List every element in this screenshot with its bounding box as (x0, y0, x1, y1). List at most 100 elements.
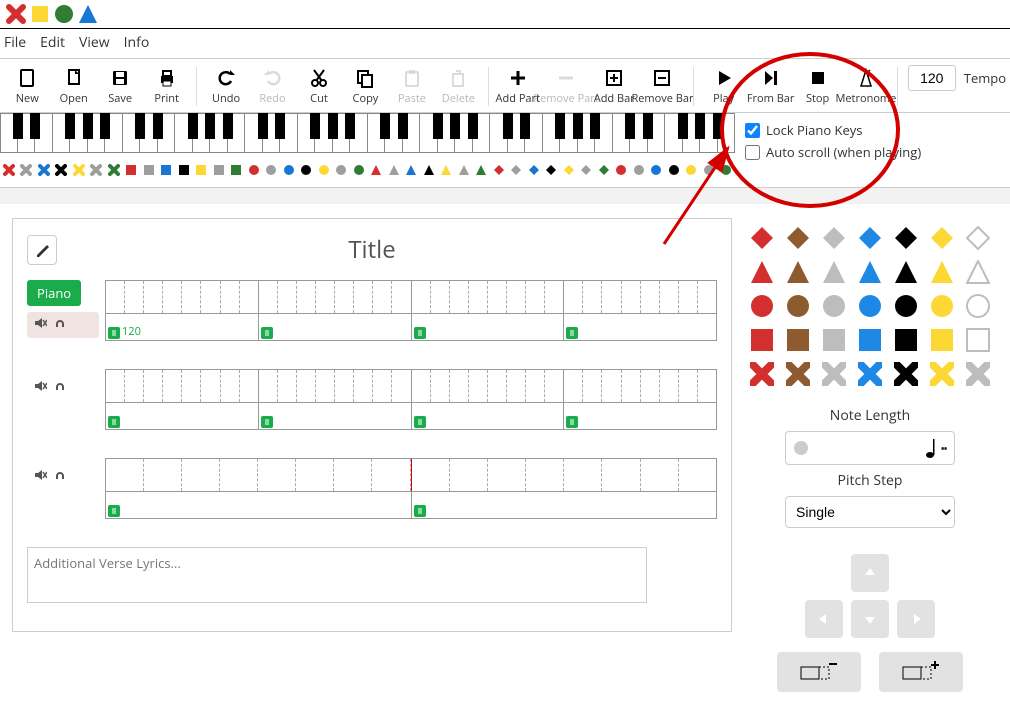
lock-keys-option[interactable]: Lock Piano Keys (745, 121, 921, 139)
bar[interactable] (259, 370, 412, 402)
print-button[interactable]: Print (143, 65, 189, 108)
note-length-head-icon (794, 441, 808, 455)
palette-diamond-4[interactable] (890, 222, 922, 254)
palette-triangle-6[interactable] (962, 256, 994, 288)
toolbar-label: New (16, 91, 39, 106)
palette-diamond-5[interactable] (926, 222, 958, 254)
copy-button[interactable]: Copy (342, 65, 388, 108)
palette-diamond-6[interactable] (962, 222, 994, 254)
palette-triangle-5[interactable] (926, 256, 958, 288)
minus-icon (556, 67, 576, 89)
headphones-icon[interactable] (53, 379, 67, 397)
note-length-selector[interactable]: •• (785, 431, 955, 465)
stop-button[interactable]: Stop (794, 65, 840, 108)
palette-square-0[interactable] (746, 324, 778, 356)
metronome-icon (856, 67, 876, 89)
headphones-icon[interactable] (53, 316, 67, 334)
removebar-button[interactable]: Remove Bar (637, 65, 687, 108)
open-button[interactable]: Open (50, 65, 96, 108)
palette-circle-1[interactable] (782, 290, 814, 322)
box-minus-icon (652, 67, 672, 89)
bar[interactable] (106, 281, 259, 313)
autoscroll-checkbox[interactable] (745, 145, 760, 160)
palette-x-1[interactable] (782, 358, 814, 390)
palette-triangle-4[interactable] (890, 256, 922, 288)
palette-circle-3[interactable] (854, 290, 886, 322)
menu-view[interactable]: View (79, 33, 110, 52)
bar[interactable] (412, 370, 565, 402)
palette-square-3[interactable] (854, 324, 886, 356)
arrow-right-button[interactable] (897, 600, 935, 638)
bar[interactable] (259, 281, 412, 313)
mute-icon[interactable] (33, 316, 47, 334)
toolbar: NewOpenSavePrintUndoRedoCutCopyPasteDele… (0, 59, 1010, 113)
sheet-title: Title (57, 233, 687, 266)
palette-circle-4[interactable] (890, 290, 922, 322)
app-logo (0, 0, 1010, 28)
lyrics-input[interactable] (27, 547, 647, 603)
toolbar-label: Save (108, 91, 132, 106)
bar[interactable] (106, 370, 259, 402)
play-button[interactable]: Play (700, 65, 746, 108)
palette-diamond-2[interactable] (818, 222, 850, 254)
bar[interactable] (564, 281, 716, 313)
palette-square-2[interactable] (818, 324, 850, 356)
edit-title-button[interactable] (27, 235, 57, 265)
paste-icon (402, 67, 422, 89)
palette-diamond-0[interactable] (746, 222, 778, 254)
palette-circle-2[interactable] (818, 290, 850, 322)
add-bar-small-button[interactable] (879, 652, 963, 692)
undo-button[interactable]: Undo (203, 65, 249, 108)
palette-x-5[interactable] (926, 358, 958, 390)
palette-diamond-1[interactable] (782, 222, 814, 254)
palette-circle-0[interactable] (746, 290, 778, 322)
bar[interactable] (412, 281, 565, 313)
menu-file[interactable]: File (4, 33, 26, 52)
mute-icon[interactable] (33, 379, 47, 397)
bar[interactable] (106, 459, 412, 491)
metronome-button[interactable]: Metronome (841, 65, 891, 108)
palette-diamond-3[interactable] (854, 222, 886, 254)
arrow-pad (750, 554, 990, 638)
toolbar-label: Undo (212, 91, 240, 106)
piano-keyboard[interactable] (0, 113, 735, 159)
remove-bar-small-button[interactable] (777, 652, 861, 692)
palette-x-4[interactable] (890, 358, 922, 390)
menu-edit[interactable]: Edit (40, 33, 65, 52)
palette-square-4[interactable] (890, 324, 922, 356)
headphones-icon[interactable] (53, 468, 67, 486)
palette-circle-5[interactable] (926, 290, 958, 322)
save-icon (110, 67, 130, 89)
palette-triangle-2[interactable] (818, 256, 850, 288)
palette-x-2[interactable] (818, 358, 850, 390)
frombar-button[interactable]: From Bar (747, 65, 795, 108)
bar[interactable] (564, 370, 716, 402)
part-badge[interactable]: Piano (27, 280, 81, 306)
palette-x-3[interactable] (854, 358, 886, 390)
separator-band (0, 188, 1010, 204)
autoscroll-option[interactable]: Auto scroll (when playing) (745, 143, 921, 161)
palette-x-0[interactable] (746, 358, 778, 390)
cut-button[interactable]: Cut (296, 65, 342, 108)
tempo-input[interactable] (908, 65, 956, 91)
arrow-up-button[interactable] (851, 554, 889, 592)
lock-keys-checkbox[interactable] (745, 123, 760, 138)
part-controls (27, 312, 99, 338)
palette-x-6[interactable] (962, 358, 994, 390)
mute-icon[interactable] (33, 468, 47, 486)
arrow-left-button[interactable] (805, 600, 843, 638)
palette-square-1[interactable] (782, 324, 814, 356)
palette-triangle-3[interactable] (854, 256, 886, 288)
save-button[interactable]: Save (97, 65, 143, 108)
file-new-icon (17, 67, 37, 89)
pitch-step-select[interactable]: Single (785, 496, 955, 528)
new-button[interactable]: New (4, 65, 50, 108)
bar[interactable] (412, 459, 717, 491)
palette-triangle-0[interactable] (746, 256, 778, 288)
arrow-down-button[interactable] (851, 600, 889, 638)
menu-info[interactable]: Info (124, 33, 150, 52)
palette-square-6[interactable] (962, 324, 994, 356)
palette-triangle-1[interactable] (782, 256, 814, 288)
palette-square-5[interactable] (926, 324, 958, 356)
palette-circle-6[interactable] (962, 290, 994, 322)
